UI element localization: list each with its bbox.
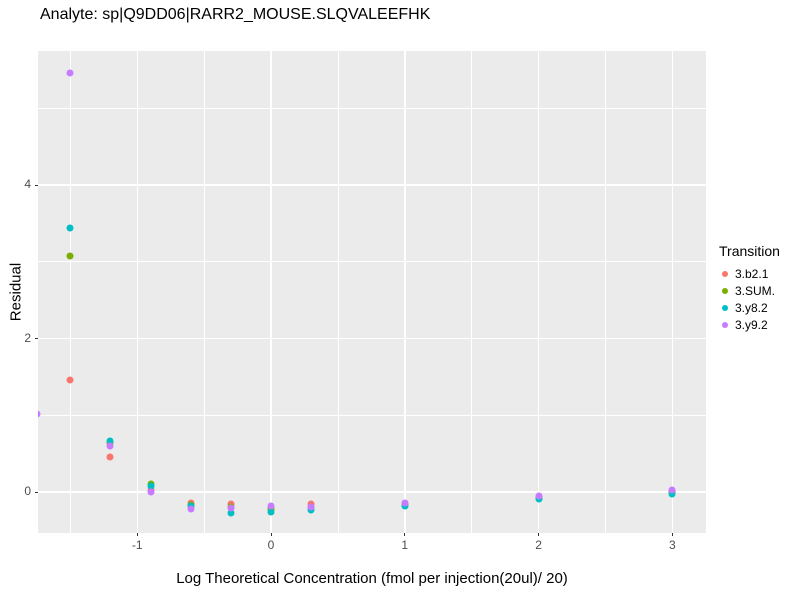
x-axis-tick [671, 533, 673, 536]
data-point [66, 252, 74, 260]
chart-title: Analyte: sp|Q9DD06|RARR2_MOUSE.SLQVALEEF… [40, 6, 431, 23]
y-tick-label: 0 [24, 484, 31, 498]
gridline-minor-horizontal [38, 107, 706, 109]
gridline-major-horizontal [38, 491, 706, 493]
gridline-major-vertical [671, 51, 674, 533]
gridline-minor-vertical [471, 51, 472, 533]
x-axis-tick [538, 533, 540, 536]
legend-item: 3.y8.2 [719, 299, 780, 316]
gridline-major-vertical [270, 51, 272, 533]
data-point [307, 503, 315, 511]
data-point [227, 504, 235, 512]
x-tick-label: 1 [401, 538, 409, 552]
data-point [227, 509, 235, 517]
gridline-major-vertical [136, 51, 138, 533]
x-tick-label: 3 [668, 538, 676, 552]
gridline-major-horizontal [38, 337, 706, 340]
x-tick-label: 0 [267, 538, 275, 552]
gridline-minor-horizontal [38, 261, 706, 263]
series-dot-icon [722, 321, 728, 328]
y-axis-tick [35, 491, 38, 493]
plot-panel [38, 51, 706, 533]
data-point [66, 376, 74, 384]
x-axis-tick [136, 533, 138, 536]
gridline-major-vertical [404, 51, 406, 533]
series-dot-icon [722, 304, 728, 311]
y-axis-tick [35, 184, 38, 186]
data-point [106, 442, 114, 450]
legend-item: 3.b2.1 [719, 265, 780, 282]
x-axis-title: Log Theoretical Concentration (fmol per … [176, 570, 568, 587]
legend-title: Transition [719, 243, 780, 259]
legend-label: 3.SUM. [735, 283, 776, 298]
x-axis-tick [404, 533, 406, 536]
x-axis-tick [270, 533, 272, 536]
data-point [66, 224, 74, 232]
y-axis-title: Residual [7, 262, 25, 322]
series-dot-icon [722, 287, 728, 294]
series-dot-icon [722, 270, 728, 277]
data-point [147, 488, 155, 496]
gridline-major-vertical [537, 51, 540, 533]
data-point [267, 502, 275, 510]
data-point [66, 69, 74, 77]
gridline-major-horizontal [38, 184, 706, 186]
y-tick-label: 4 [24, 177, 31, 191]
legend-label: 3.y8.2 [735, 300, 768, 315]
gridline-minor-vertical [70, 51, 71, 533]
legend-label: 3.y9.2 [735, 317, 768, 332]
x-tick-label: 2 [535, 538, 542, 552]
data-point [267, 508, 275, 516]
gridline-minor-vertical [203, 51, 205, 533]
y-axis-tick [35, 338, 38, 339]
data-point [147, 482, 155, 490]
data-point [187, 505, 195, 513]
data-point [668, 486, 676, 494]
legend: Transition 3.b2.1 3.SUM. 3.y8.2 3.y9.2 [719, 243, 780, 333]
legend-label: 3.b2.1 [735, 266, 769, 281]
data-point [38, 410, 41, 418]
data-point [227, 500, 235, 508]
data-point [401, 499, 409, 507]
legend-item: 3.y9.2 [719, 316, 780, 333]
gridline-minor-vertical [605, 51, 606, 533]
gridline-minor-vertical [337, 51, 339, 533]
gridline-minor-horizontal [38, 414, 706, 416]
x-tick-label: -1 [131, 538, 143, 552]
data-point [535, 492, 543, 500]
data-point [106, 437, 114, 445]
data-point [106, 453, 114, 461]
y-tick-label: 2 [24, 330, 31, 345]
legend-item: 3.SUM. [719, 282, 780, 299]
